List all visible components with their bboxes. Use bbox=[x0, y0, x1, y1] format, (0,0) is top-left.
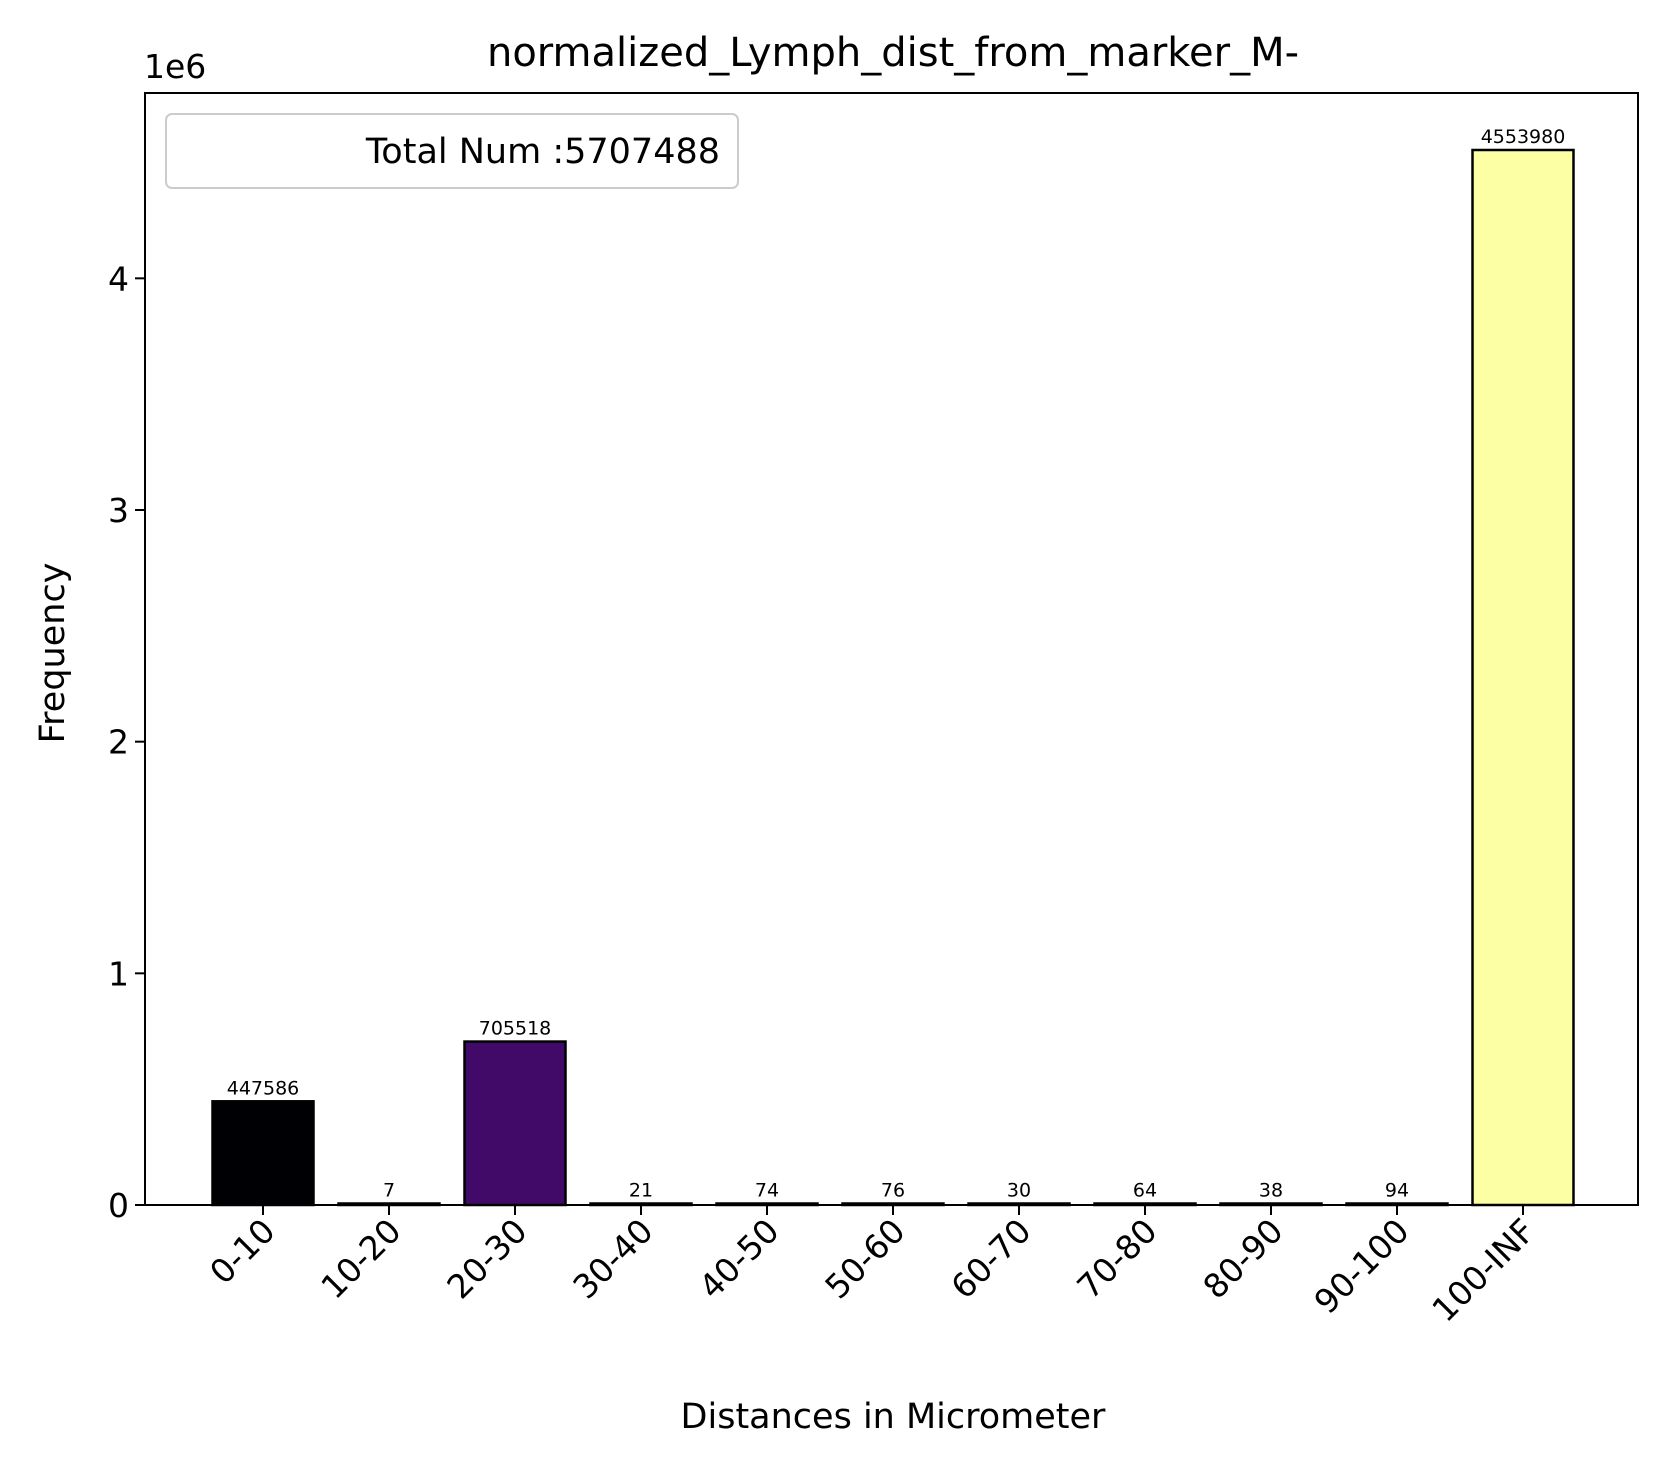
x-tick-label: 30-40 bbox=[565, 1211, 660, 1306]
bar-20-30 bbox=[463, 1040, 567, 1207]
y-tick-label: 4 bbox=[108, 259, 129, 298]
bar-value-label: 21 bbox=[629, 1180, 653, 1202]
x-tick-label: 10-20 bbox=[313, 1211, 408, 1306]
x-tick-label: 90-100 bbox=[1306, 1211, 1416, 1321]
bar-value-label: 705518 bbox=[479, 1018, 552, 1040]
x-tick-label: 80-90 bbox=[1195, 1211, 1290, 1306]
x-tick-label: 50-60 bbox=[817, 1211, 912, 1306]
plot-area: 0 1 2 3 4 447586 0-10 7 10-20 705518 20-30 21 30-40 7… bbox=[108, 126, 1575, 1329]
plot-frame bbox=[144, 92, 1639, 1206]
bar-value-label: 94 bbox=[1385, 1180, 1409, 1202]
y-scale-offset-label: 1e6 bbox=[144, 47, 206, 86]
y-tick-label: 3 bbox=[108, 491, 129, 530]
legend: Total Num :5707488 bbox=[165, 113, 739, 189]
x-tick-label: 40-50 bbox=[691, 1211, 786, 1306]
x-tick-label: 60-70 bbox=[943, 1211, 1038, 1306]
x-tick-label: 100-INF bbox=[1424, 1211, 1542, 1329]
bar-value-label: 7 bbox=[383, 1180, 395, 1202]
y-tick-label: 1 bbox=[108, 954, 129, 993]
x-tick-label: 70-80 bbox=[1069, 1211, 1164, 1306]
y-axis-title: Frequency bbox=[33, 563, 73, 744]
x-tick-label: 0-10 bbox=[202, 1211, 283, 1292]
chart-title: normalized_Lymph_dist_from_marker_M- bbox=[487, 30, 1299, 76]
x-axis-title: Distances in Micrometer bbox=[681, 1397, 1107, 1437]
bar-value-label: 74 bbox=[755, 1180, 779, 1202]
legend-box bbox=[165, 113, 739, 189]
bar-value-label: 38 bbox=[1259, 1180, 1283, 1202]
bar-value-label: 30 bbox=[1007, 1180, 1031, 1202]
bar-value-label: 76 bbox=[881, 1180, 905, 1202]
legend-entry-total: Total Num :5707488 bbox=[365, 132, 720, 172]
bar-value-label: 4553980 bbox=[1481, 126, 1566, 148]
bar-value-label: 447586 bbox=[227, 1077, 300, 1099]
bar-100-INF bbox=[1471, 148, 1575, 1207]
bar-value-label: 64 bbox=[1133, 1180, 1157, 1202]
y-tick-label: 2 bbox=[108, 723, 129, 762]
x-tick-label: 20-30 bbox=[439, 1211, 534, 1306]
y-tick-label: 0 bbox=[108, 1186, 129, 1225]
bar-0-10 bbox=[211, 1100, 315, 1207]
